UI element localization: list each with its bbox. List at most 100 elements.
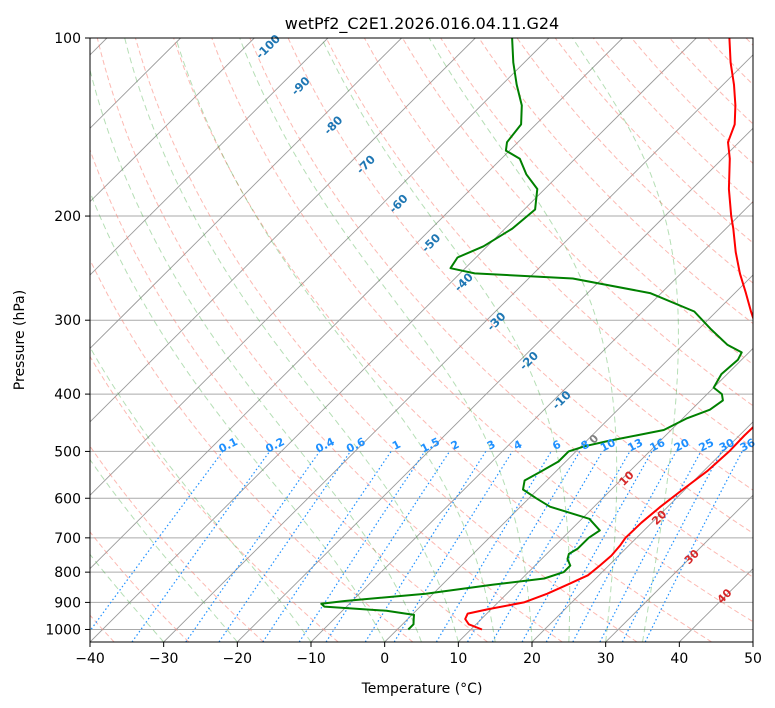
x-tick-label: 50: [744, 651, 762, 667]
dry-adiabat-label: 30: [682, 547, 702, 567]
isotherm-line: [457, 347, 753, 642]
mixing-ratio-line: [491, 451, 604, 642]
dry-adiabat-line: [90, 531, 190, 642]
dry-adiabat-label: -10: [549, 388, 574, 413]
mixing-ratio-line: [599, 451, 702, 642]
isotherm-line: [531, 421, 753, 642]
mixing-ratio-label: 1: [390, 438, 403, 453]
x-axis-label: Temperature (°C): [361, 681, 483, 697]
dry-adiabat-line: [249, 38, 753, 578]
dry-adiabat-line: [90, 148, 488, 642]
moist-adiabat-line: [90, 190, 386, 642]
mixing-ratio-line: [572, 451, 677, 642]
mixing-ratio-label: 16: [648, 436, 668, 455]
dry-adiabat-line: [325, 38, 753, 491]
dry-adiabat-label: -100: [253, 32, 283, 62]
mixing-ratio-line: [131, 451, 271, 642]
isotherm-line: [90, 38, 329, 276]
x-tick-label: −40: [75, 651, 105, 667]
dry-adiabat-line: [90, 258, 414, 642]
mixing-ratio-label: 6: [550, 438, 563, 453]
x-tick-label: 40: [670, 651, 688, 667]
dry-adiabat-line: [516, 38, 753, 284]
isotherm-line: [236, 127, 753, 642]
y-tick-label: 900: [54, 595, 81, 611]
x-tick-label: 10: [449, 651, 467, 667]
x-tick-label: −10: [296, 651, 326, 667]
mixing-ratio-label: 20: [672, 436, 692, 455]
moist-adiabat-line: [90, 68, 422, 642]
dry-adiabat-label: 10: [617, 468, 637, 488]
mixing-ratio-label: 0.1: [217, 435, 240, 455]
mixing-ratio-label: 1.5: [419, 435, 442, 455]
mixing-ratio-line: [644, 451, 743, 642]
moist-adiabat-line: [320, 38, 571, 642]
isotherm-line: [90, 38, 255, 203]
x-tick-label: 30: [597, 651, 615, 667]
dry-adiabat-line: [96, 38, 563, 642]
moist-adiabat-line: [428, 38, 618, 642]
ticks-layer: −40 −30 −20 −10 0 10 20 30 40 5010020030040050060…: [45, 31, 762, 667]
y-tick-label: 1000: [45, 622, 81, 638]
mixing-ratio-line: [393, 451, 513, 642]
mixing-ratio-line: [435, 451, 552, 642]
y-tick-label: 600: [54, 491, 81, 507]
mixing-ratio-label: 13: [626, 436, 646, 455]
x-tick-label: 20: [523, 651, 541, 667]
y-tick-label: 300: [54, 313, 81, 329]
y-tick-label: 400: [54, 387, 81, 403]
dewpoint-profile-line: [320, 38, 743, 631]
dry-adiabat-line: [554, 38, 753, 244]
mixing-ratio-label: 0.4: [313, 435, 337, 456]
moist-adiabat-line: [175, 38, 496, 642]
isotherm-line: [90, 38, 550, 496]
dry-adiabat-line: [90, 445, 264, 642]
y-tick-label: 700: [54, 531, 81, 547]
dry-adiabat-line: [745, 38, 753, 46]
x-tick-label: 0: [380, 651, 389, 667]
isotherm-line: [90, 38, 402, 350]
mixing-ratio-line: [262, 451, 392, 642]
moist-adiabat-line: [90, 458, 238, 642]
mixing-ratio-line: [521, 451, 631, 642]
isotherm-line: [310, 201, 753, 642]
x-tick-label: −20: [223, 651, 253, 667]
line-labels-layer: 0.1 0.2 0.4 0.6 1 1.5 2 3 4 6 8 10 13 16 20 25 30 36-100-…: [217, 32, 758, 607]
dry-adiabat-line: [440, 38, 753, 366]
x-tick-label: −30: [149, 651, 179, 667]
dry-adiabat-label: -90: [288, 74, 313, 99]
isotherm-line: [90, 38, 623, 570]
y-axis-label: Pressure (hPa): [12, 290, 28, 390]
mixing-ratio-line: [621, 451, 722, 642]
y-tick-label: 200: [54, 209, 81, 225]
mixing-ratio-line: [325, 451, 451, 642]
moist-adiabat-line: [90, 553, 165, 642]
isotherm-line: [605, 494, 753, 642]
dry-adiabat-label: -80: [321, 113, 346, 138]
mixing-ratio-label: 2: [449, 438, 462, 453]
isotherm-line: [752, 641, 753, 642]
dry-adiabat-label: 20: [649, 507, 669, 527]
plot-frame: [89, 37, 754, 643]
mixing-ratio-label: 0.6: [344, 435, 368, 456]
grid-layer: [90, 38, 753, 642]
temperature-profile-line: [464, 38, 753, 631]
dry-adiabat-line: [402, 38, 753, 407]
mixing-ratio-label: 3: [485, 438, 498, 453]
y-tick-label: 100: [54, 31, 81, 47]
dry-adiabat-line: [211, 38, 753, 623]
chart-title: wetPf2_C2E1.2026.016.04.11.G24: [285, 14, 559, 34]
dry-adiabat-line: [363, 38, 753, 449]
dry-adiabat-line: [134, 38, 638, 642]
y-tick-label: 800: [54, 565, 81, 581]
dry-adiabat-line: [90, 355, 339, 642]
dry-adiabat-label: -50: [419, 231, 444, 256]
moist-adiabat-line: [124, 38, 459, 642]
mixing-ratio-line: [90, 451, 224, 632]
mixing-ratio-line: [466, 451, 581, 642]
moist-adiabat-line: [90, 346, 312, 642]
isotherm-line: [163, 54, 753, 642]
moist-adiabat-line: [571, 38, 679, 642]
dry-adiabat-line: [173, 38, 712, 642]
series-layer: [320, 38, 753, 631]
